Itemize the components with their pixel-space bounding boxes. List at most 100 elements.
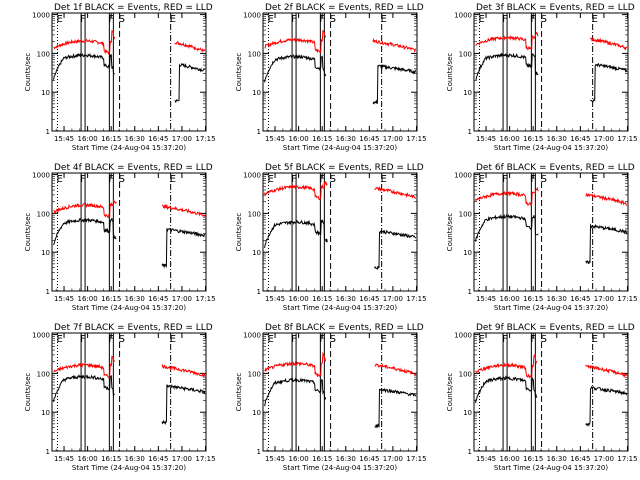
- marker-label: F: [108, 334, 114, 345]
- x-tick-label: 16:30: [547, 295, 567, 303]
- x-tick-label: 16:00: [289, 455, 309, 463]
- y-tick-label: 10: [41, 249, 50, 257]
- lld-series-line: [53, 30, 116, 56]
- x-tick-label: 16:15: [312, 135, 332, 143]
- y-tick-label: 10: [41, 409, 50, 417]
- x-tick-label: 16:00: [500, 135, 520, 143]
- events-series-line: [264, 53, 327, 83]
- events-series-line: [585, 223, 628, 264]
- x-tick-label: 17:15: [406, 455, 426, 463]
- marker-label: S: [541, 334, 547, 345]
- marker-label: E: [57, 14, 63, 25]
- marker-label: E: [268, 14, 274, 25]
- y-axis-label: Counts/sec: [446, 53, 454, 92]
- x-tick-label: 16:30: [336, 455, 356, 463]
- y-axis-label: Counts/sec: [235, 373, 243, 412]
- lld-series-line: [53, 355, 116, 380]
- plot-frame: [51, 12, 207, 132]
- x-tick-label: 16:45: [359, 455, 379, 463]
- x-tick-label: 16:00: [500, 295, 520, 303]
- marker-label: F: [108, 14, 114, 25]
- y-tick-label: 100: [248, 210, 261, 218]
- x-axis-label: Start Time (24-Aug-04 15:37:20): [494, 464, 608, 472]
- x-tick-label: 15:45: [54, 455, 74, 463]
- events-series-line: [174, 62, 206, 104]
- x-tick-label: 16:00: [289, 135, 309, 143]
- x-tick-label: 17:15: [195, 455, 215, 463]
- y-tick-label: 10: [463, 409, 472, 417]
- marker-label: S: [119, 14, 125, 25]
- events-series-line: [372, 63, 417, 105]
- x-tick-label: 16:45: [148, 455, 168, 463]
- y-tick-label: 1: [257, 448, 261, 456]
- y-tick-label: 1: [46, 288, 50, 296]
- panel-title: Det 5f BLACK = Events, RED = LLD: [265, 163, 424, 173]
- panel-title: Det 6f BLACK = Events, RED = LLD: [476, 163, 635, 173]
- x-tick-label: 15:45: [476, 295, 496, 303]
- y-tick-label: 1: [257, 128, 261, 136]
- marker-label: E: [170, 14, 176, 25]
- y-axis-label: Counts/sec: [235, 53, 243, 92]
- panel-title: Det 1f BLACK = Events, RED = LLD: [54, 3, 213, 13]
- marker-label: E: [592, 14, 598, 25]
- x-tick-label: 15:45: [476, 135, 496, 143]
- plot-frame: [262, 12, 418, 132]
- y-axis-label: Counts/sec: [24, 373, 32, 412]
- detector-panel: Det 8f BLACK = Events, RED = LLD 1 10 100 10…: [235, 323, 427, 472]
- events-series-line: [374, 387, 417, 429]
- marker-label: F: [502, 334, 508, 345]
- lld-series-line: [374, 186, 417, 199]
- y-tick-label: 1: [46, 448, 50, 456]
- x-axis-label: Start Time (24-Aug-04 15:37:20): [283, 144, 397, 152]
- x-tick-label: 16:30: [336, 135, 356, 143]
- lld-series-line: [372, 37, 417, 54]
- x-tick-label: 17:15: [617, 455, 637, 463]
- x-tick-label: 15:45: [265, 135, 285, 143]
- marker-label: E: [170, 334, 176, 345]
- y-axis-label: Counts/sec: [24, 53, 32, 92]
- marker-label: E: [479, 174, 485, 185]
- x-tick-label: 17:15: [406, 295, 426, 303]
- x-tick-label: 15:45: [476, 455, 496, 463]
- events-series-line: [475, 213, 539, 242]
- x-tick-label: 16:30: [547, 455, 567, 463]
- x-tick-label: 16:30: [125, 455, 145, 463]
- x-tick-label: 15:45: [265, 295, 285, 303]
- marker-label: S: [119, 334, 125, 345]
- plot-frame: [262, 172, 418, 292]
- x-tick-label: 16:30: [125, 295, 145, 303]
- x-tick-label: 17:00: [383, 135, 403, 143]
- x-axis-label: Start Time (24-Aug-04 15:37:20): [283, 464, 397, 472]
- x-tick-label: 16:15: [312, 455, 332, 463]
- plot-frame: [473, 12, 629, 132]
- x-tick-label: 17:00: [383, 295, 403, 303]
- lld-series-line: [585, 364, 628, 379]
- x-tick-label: 16:00: [500, 455, 520, 463]
- x-tick-label: 17:15: [406, 135, 426, 143]
- x-tick-label: 17:00: [594, 455, 614, 463]
- x-tick-label: 17:15: [617, 295, 637, 303]
- plot-frame: [262, 332, 418, 452]
- lld-series-line: [475, 354, 538, 379]
- marker-label: F: [291, 14, 297, 25]
- marker-label: E: [479, 14, 485, 25]
- y-tick-label: 1: [468, 288, 472, 296]
- x-tick-label: 16:45: [148, 135, 168, 143]
- marker-label: F: [502, 174, 508, 185]
- detector-panel: Det 3f BLACK = Events, RED = LLD 1 10 100 10…: [446, 3, 638, 152]
- y-tick-label: 1000: [32, 172, 50, 180]
- y-axis-label: Counts/sec: [446, 213, 454, 252]
- events-series-line: [264, 219, 328, 248]
- x-tick-label: 16:00: [78, 295, 98, 303]
- y-tick-label: 1000: [243, 332, 261, 340]
- x-axis-label: Start Time (24-Aug-04 15:37:20): [72, 464, 186, 472]
- events-series-line: [53, 373, 115, 403]
- y-tick-label: 10: [252, 89, 261, 97]
- x-tick-label: 16:45: [359, 135, 379, 143]
- events-series-line: [161, 227, 206, 269]
- lld-series-line: [374, 363, 417, 377]
- events-series-line: [264, 377, 327, 407]
- detector-panel: Det 5f BLACK = Events, RED = LLD 1 10 100 10…: [235, 163, 427, 312]
- y-tick-label: 100: [459, 370, 472, 378]
